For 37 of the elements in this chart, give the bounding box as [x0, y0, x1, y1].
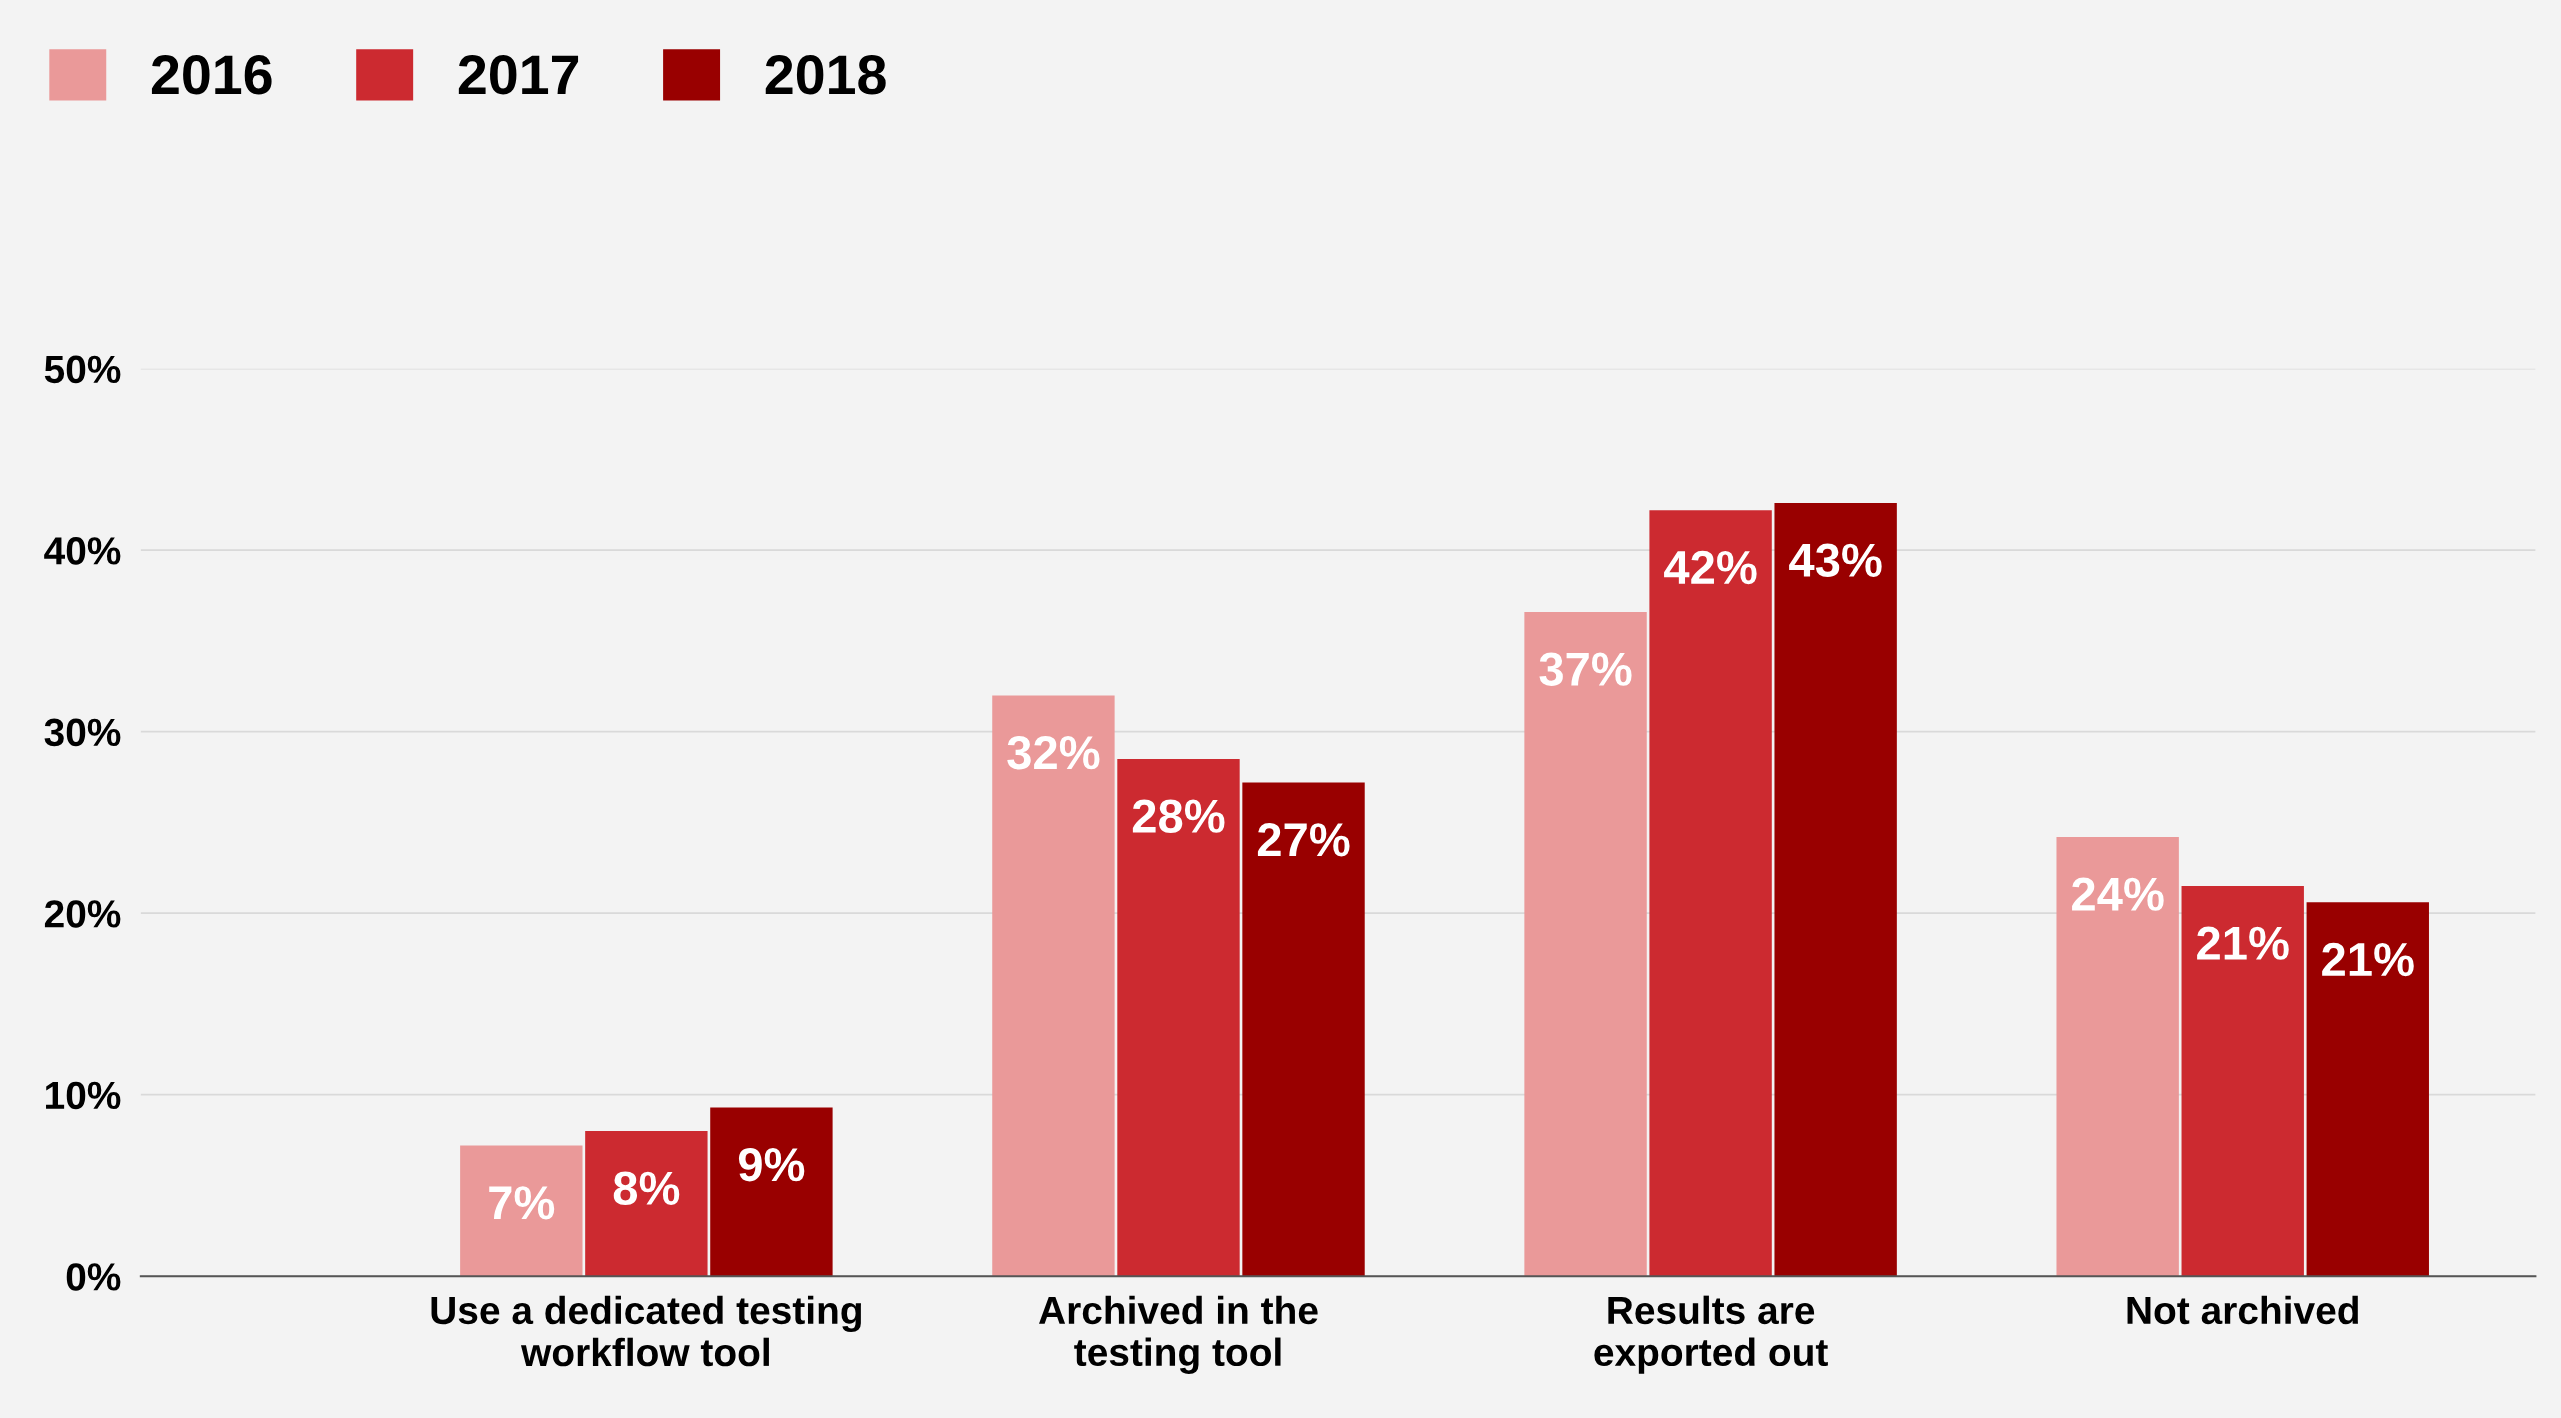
x-tick-label: Results are exported out	[1594, 1295, 1828, 1374]
bar	[1242, 782, 1365, 1277]
y-tick-label: 20%	[44, 900, 121, 928]
bar	[2181, 885, 2304, 1277]
data-label: 42%	[1664, 550, 1757, 585]
y-tick-label: 30%	[44, 718, 121, 747]
data-label: 7%	[489, 1186, 555, 1220]
legend-label: 2016	[151, 55, 272, 95]
data-label: 28%	[1132, 799, 1225, 833]
bar	[1524, 611, 1647, 1277]
y-tick-label: 0%	[66, 1263, 121, 1291]
bar	[710, 1107, 833, 1277]
bar	[1774, 502, 1897, 1277]
data-label: 24%	[2072, 877, 2164, 911]
y-tick-label: 40%	[44, 537, 121, 565]
legend-label: 2017	[458, 55, 579, 95]
data-label: 43%	[1789, 543, 1882, 578]
y-tick-label: 50%	[44, 355, 121, 384]
data-label: 32%	[1007, 735, 1100, 770]
bar	[1649, 510, 1772, 1277]
data-label: 37%	[1539, 652, 1632, 686]
bar	[992, 695, 1115, 1277]
bar	[1117, 758, 1240, 1277]
x-tick-label: Not archived	[2127, 1295, 2358, 1325]
x-tick-label: Archived in the testing tool	[1039, 1295, 1318, 1374]
bar	[2306, 902, 2429, 1277]
data-label: 27%	[1257, 823, 1350, 857]
data-label: 8%	[613, 1171, 680, 1205]
bar	[2056, 836, 2179, 1277]
legend-label: 2018	[765, 55, 886, 95]
bar	[460, 1145, 583, 1277]
y-tick-label: 10%	[46, 1081, 121, 1110]
data-label: 21%	[2322, 942, 2414, 977]
data-label: 21%	[2197, 926, 2289, 960]
data-label: 9%	[738, 1147, 805, 1182]
x-tick-label: Use a dedicated testing workflow tool	[431, 1295, 861, 1367]
bar	[585, 1131, 708, 1277]
